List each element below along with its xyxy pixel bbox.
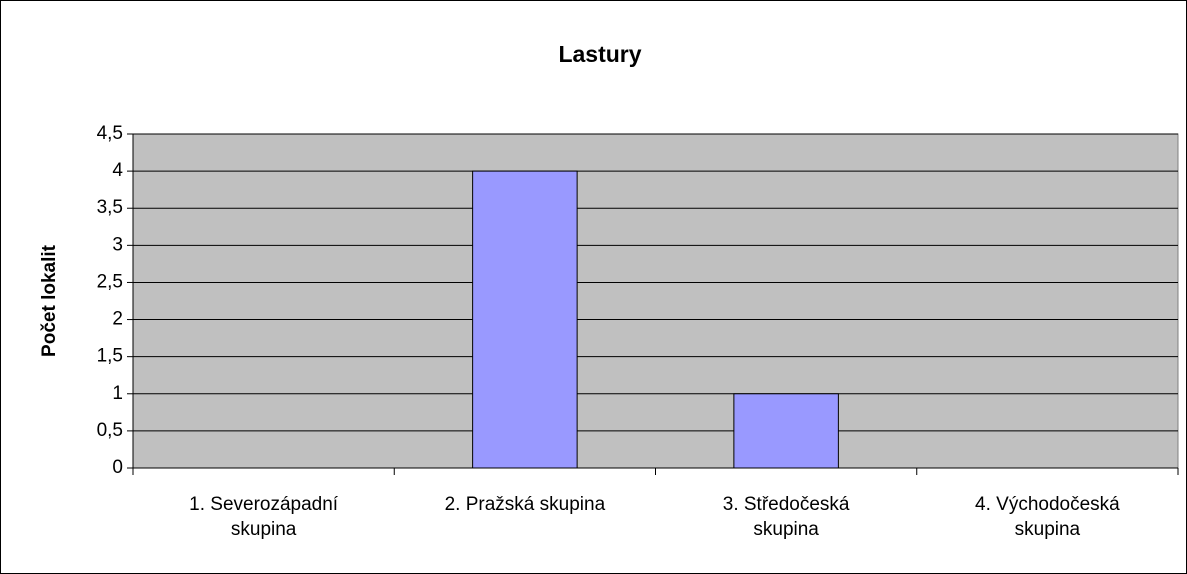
bar (733, 393, 839, 469)
x-tick-label: 4. Východočeská skupina (975, 494, 1120, 540)
x-tick-label: 3. Středočeská skupina (722, 494, 850, 540)
y-axis-label: Počet lokalit (39, 244, 60, 357)
y-tick-label: 0,5 (97, 420, 123, 441)
y-tick-label: 3,5 (97, 197, 123, 218)
y-tick-label: 1,5 (97, 346, 123, 367)
y-tick-label: 0 (112, 457, 123, 478)
chart-title: Lastury (558, 41, 641, 67)
y-tick-label: 1 (112, 383, 123, 404)
y-tick-label: 3 (112, 234, 123, 255)
bar (472, 170, 578, 469)
y-tick-label: 4,5 (97, 123, 123, 144)
x-tick-label: 1. Severozápadní skupina (189, 494, 339, 540)
plot-area (132, 133, 1179, 469)
y-tick-label: 4 (112, 160, 123, 181)
x-tick-label: 2. Pražská skupina (444, 494, 606, 515)
y-tick-label: 2 (112, 309, 123, 330)
y-tick-label: 2,5 (97, 271, 123, 292)
